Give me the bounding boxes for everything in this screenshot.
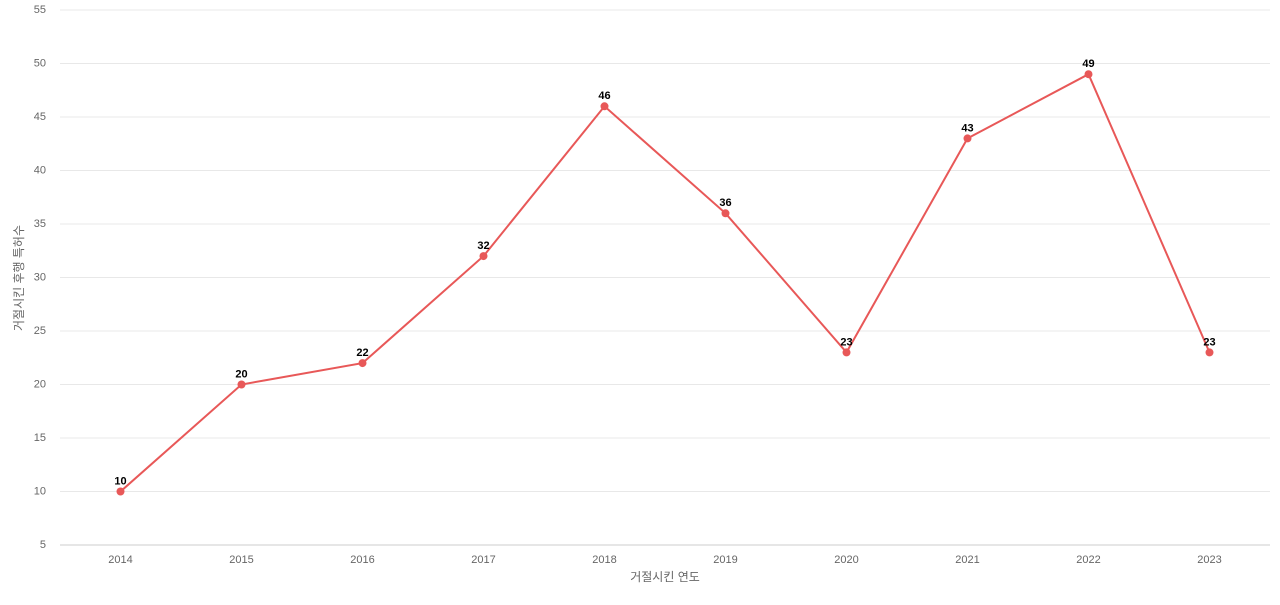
value-label: 36 [719, 197, 731, 209]
point [1084, 70, 1093, 79]
x-tick-label: 2019 [713, 554, 737, 566]
point [358, 359, 367, 368]
line [119, 72, 1211, 493]
value-label: 10 [114, 475, 126, 487]
point [1205, 348, 1214, 357]
point [116, 487, 125, 496]
x-tick-label: 2016 [350, 554, 374, 566]
point [721, 209, 730, 218]
value-label: 46 [598, 90, 610, 102]
point [479, 252, 488, 261]
y-tick-label: 40 [34, 164, 46, 176]
x-tick-label: 2017 [471, 554, 495, 566]
value-label: 32 [477, 240, 489, 252]
value-label: 22 [356, 347, 368, 359]
x-tick-label: 2018 [592, 554, 616, 566]
value-label: 43 [961, 122, 973, 134]
point [237, 380, 246, 389]
y-tick-label: 30 [34, 271, 46, 283]
y-tick-label: 10 [34, 485, 46, 497]
y-tick-label: 35 [34, 218, 46, 230]
x-axis-label: 거절시킨 연도 [630, 570, 700, 584]
y-axis-label: 거절시킨 후행 특허수 [11, 225, 26, 331]
y-tick-label: 5 [40, 539, 46, 551]
x-tick-label: 2021 [955, 554, 979, 566]
value-label: 23 [1203, 336, 1215, 348]
y-tick-label: 55 [34, 4, 46, 16]
point [842, 348, 851, 357]
x-tick-label: 2015 [229, 554, 253, 566]
x-tick-label: 2022 [1076, 554, 1100, 566]
x-tick-label: 2020 [834, 554, 858, 566]
x-tick-label: 2014 [108, 554, 132, 566]
y-tick-label: 50 [34, 57, 46, 69]
value-label: 23 [840, 336, 852, 348]
point [963, 134, 972, 143]
x-tick-label: 2023 [1197, 554, 1221, 566]
value-label: 20 [235, 368, 247, 380]
y-tick-label: 45 [34, 111, 46, 123]
point [600, 102, 609, 111]
value-label: 49 [1082, 58, 1094, 70]
y-tick-label: 20 [34, 378, 46, 390]
y-tick-label: 25 [34, 325, 46, 337]
y-tick-label: 15 [34, 432, 46, 444]
